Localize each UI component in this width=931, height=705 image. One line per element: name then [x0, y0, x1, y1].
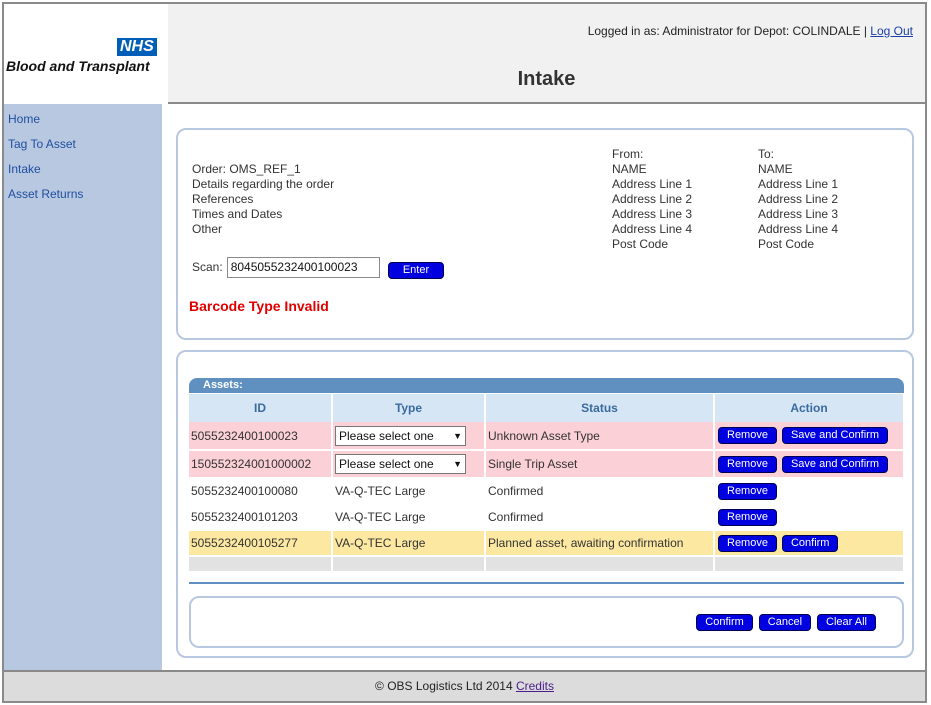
footer: © OBS Logistics Ltd 2014 Credits: [4, 670, 925, 701]
to-line-2: Address Line 2: [758, 192, 839, 206]
select-placeholder: Please select one: [339, 428, 434, 443]
asset-actions: Remove: [714, 504, 905, 531]
asset-actions: Remove Save and Confirm: [714, 450, 905, 479]
confirm-button[interactable]: Confirm: [696, 614, 753, 631]
from-label: From:: [612, 147, 644, 161]
scan-input[interactable]: [226, 256, 380, 278]
asset-status: Confirmed: [485, 504, 715, 531]
asset-id: 5055232400105277: [189, 530, 333, 557]
remove-button[interactable]: Remove: [718, 427, 777, 444]
login-text: Logged in as: Administrator for Depot: C…: [587, 24, 871, 38]
from-address: From: NAME Address Line 1 Address Line 2…: [612, 147, 692, 252]
assets-panel: Assets: ID Type Status Action 5055232400…: [176, 350, 914, 658]
from-line-1: Address Line 1: [612, 177, 693, 191]
asset-status: Single Trip Asset: [485, 450, 715, 479]
login-info: Logged in as: Administrator for Depot: C…: [588, 24, 913, 38]
select-placeholder: Please select one: [339, 457, 434, 471]
from-line-4: Address Line 4: [612, 222, 693, 236]
chevron-down-icon: ▼: [453, 459, 462, 469]
from-line-2: Address Line 2: [612, 192, 693, 206]
asset-actions: Remove Save and Confirm: [714, 422, 905, 451]
table-row: 150552324001000002 Please select one ▼ S…: [189, 450, 905, 479]
order-panel: Order: OMS_REF_1 Details regarding the o…: [176, 128, 914, 340]
asset-id: 150552324001000002: [189, 450, 333, 479]
asset-type: VA-Q-TEC Large: [332, 530, 486, 557]
clear-all-button[interactable]: Clear All: [817, 614, 876, 631]
from-line-3: Address Line 3: [612, 207, 693, 221]
asset-actions: Remove: [714, 478, 905, 505]
asset-status: Unknown Asset Type: [485, 422, 715, 451]
cancel-button[interactable]: Cancel: [758, 614, 812, 631]
bulk-actions-box: Confirm Cancel Clear All: [189, 596, 904, 648]
error-message: Barcode Type Invalid: [189, 298, 329, 314]
to-line-4: Address Line 4: [758, 222, 839, 236]
sidebar-item-tag-to-asset[interactable]: Tag To Asset: [8, 137, 76, 151]
scan-label: Scan:: [192, 260, 223, 274]
order-details-line: Details regarding the order: [192, 177, 335, 191]
header: NHS Blood and Transplant Logged in as: A…: [4, 4, 925, 104]
table-row: 5055232400105277 VA-Q-TEC Large Planned …: [189, 530, 905, 557]
order-details: Order: OMS_REF_1 Details regarding the o…: [192, 162, 334, 237]
page-title: Intake: [517, 68, 576, 90]
to-name: NAME: [758, 162, 793, 176]
table-row: 5055232400100023 Please select one ▼ Unk…: [189, 422, 905, 451]
logo: NHS Blood and Transplant: [4, 4, 168, 104]
remove-button[interactable]: Remove: [718, 508, 777, 526]
assets-table: ID Type Status Action 5055232400100023 P…: [189, 394, 905, 573]
column-header-status: Status: [485, 394, 715, 422]
from-name: NAME: [612, 162, 647, 176]
scan-row: Scan:: [192, 256, 380, 278]
asset-actions: Remove Confirm: [714, 530, 905, 557]
asset-type: VA-Q-TEC Large: [332, 478, 486, 505]
table-row: 5055232400100080 VA-Q-TEC Large Confirme…: [189, 478, 905, 505]
asset-type-cell: Please select one ▼: [332, 422, 486, 451]
copyright-text: © OBS Logistics Ltd 2014: [375, 679, 516, 693]
to-postcode: Post Code: [758, 237, 815, 251]
asset-status: Confirmed: [485, 478, 715, 505]
sidebar-item-home[interactable]: Home: [8, 112, 41, 126]
order-times: Times and Dates: [192, 207, 283, 221]
asset-type: VA-Q-TEC Large: [332, 504, 486, 531]
remove-button[interactable]: Remove: [718, 455, 777, 473]
column-header-id: ID: [189, 394, 333, 422]
logout-link[interactable]: Log Out: [870, 24, 913, 38]
asset-id: 5055232400100080: [189, 478, 333, 505]
credits-link[interactable]: Credits: [515, 679, 554, 693]
logo-text: Blood and Transplant: [6, 58, 150, 74]
sidebar-item-intake[interactable]: Intake: [8, 162, 41, 176]
to-line-1: Address Line 1: [758, 177, 839, 191]
from-postcode: Post Code: [612, 237, 669, 251]
table-row: 5055232400101203 VA-Q-TEC Large Confirme…: [189, 504, 905, 531]
save-and-confirm-button[interactable]: Save and Confirm: [781, 427, 889, 444]
asset-type-select[interactable]: Please select one ▼: [335, 454, 466, 474]
asset-id: 5055232400101203: [189, 504, 333, 531]
nhs-logo-badge: NHS: [117, 38, 157, 56]
to-address: To: NAME Address Line 1 Address Line 2 A…: [758, 147, 838, 252]
confirm-row-button[interactable]: Confirm: [781, 534, 839, 552]
sidebar-item-asset-returns[interactable]: Asset Returns: [8, 187, 84, 201]
asset-type-select[interactable]: Please select one ▼: [335, 425, 466, 446]
column-header-type: Type: [332, 394, 486, 422]
enter-button[interactable]: Enter: [388, 262, 444, 279]
order-references: References: [192, 192, 254, 206]
order-ref: Order: OMS_REF_1: [192, 162, 301, 176]
sidebar: Home Tag To Asset Intake Asset Returns: [4, 104, 162, 670]
asset-id: 5055232400100023: [189, 422, 333, 451]
chevron-down-icon: ▼: [453, 430, 462, 441]
column-header-action: Action: [714, 394, 905, 422]
assets-heading: Assets:: [189, 378, 904, 393]
to-line-3: Address Line 3: [758, 207, 839, 221]
table-header-row: ID Type Status Action: [189, 394, 905, 422]
remove-button[interactable]: Remove: [718, 482, 777, 500]
asset-type-cell: Please select one ▼: [332, 450, 486, 479]
to-label: To:: [758, 147, 775, 161]
save-and-confirm-button[interactable]: Save and Confirm: [781, 455, 889, 473]
order-other: Other: [192, 222, 223, 236]
asset-status: Planned asset, awaiting confirmation: [485, 530, 715, 557]
table-row-empty: [189, 556, 905, 573]
remove-button[interactable]: Remove: [718, 534, 777, 552]
table-divider: [189, 582, 904, 584]
